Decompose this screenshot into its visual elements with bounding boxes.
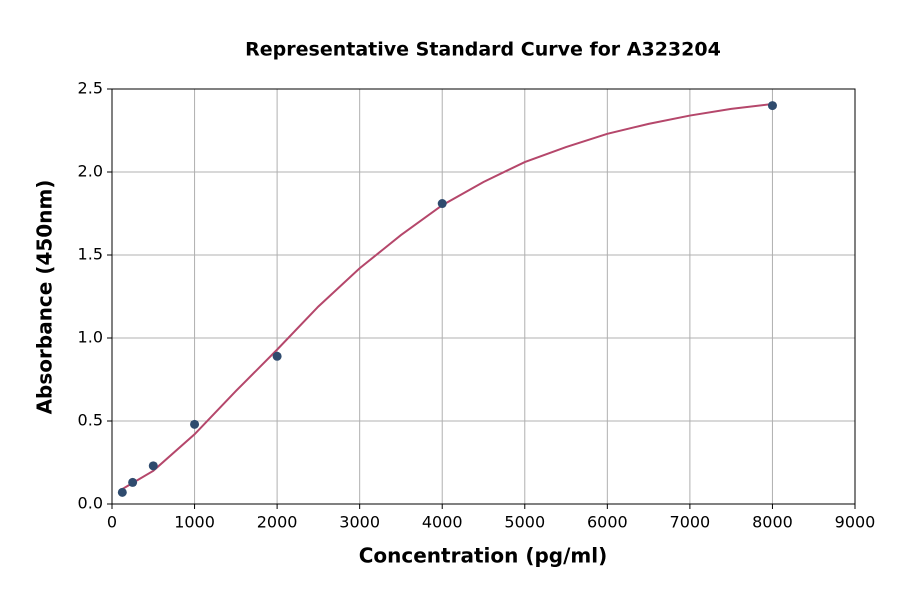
- grid: 0.0 0.5 1.0 1.5 2.0 2.5 0 1000 2000 3000 4000 5000 6…: [78, 79, 876, 532]
- y-tick-label: 2.5: [78, 79, 103, 98]
- y-tick-label: 1.0: [78, 328, 103, 347]
- x-tick-label: 2000: [257, 513, 298, 532]
- x-tick-label: 7000: [670, 513, 711, 532]
- y-tick-label: 2.0: [78, 162, 103, 181]
- data-point: [128, 477, 138, 487]
- data-point: [117, 487, 127, 497]
- x-tick-label: 8000: [752, 513, 793, 532]
- data-point: [190, 419, 200, 429]
- x-tick-label: 9000: [835, 513, 876, 532]
- data-point: [767, 101, 777, 111]
- x-tick-label: 5000: [504, 513, 545, 532]
- y-tick-label: 0.0: [78, 494, 103, 513]
- x-tick-label: 6000: [587, 513, 628, 532]
- data-point: [272, 351, 282, 361]
- x-axis-label: Concentration (pg/ml): [359, 544, 608, 568]
- y-axis-label: Absorbance (450nm): [33, 180, 57, 415]
- plot-frame: [111, 88, 856, 505]
- x-tick-label: 4000: [422, 513, 463, 532]
- y-tick-label: 0.5: [78, 411, 103, 430]
- plot: [117, 101, 777, 497]
- data-point: [437, 199, 447, 209]
- x-tick-label: 3000: [339, 513, 380, 532]
- y-tick-label: 1.5: [78, 245, 103, 264]
- chart-title: Representative Standard Curve for A32320…: [245, 39, 721, 61]
- x-tick-label: 0: [107, 513, 117, 532]
- data-point: [148, 461, 158, 471]
- fit-curve: [121, 102, 773, 490]
- x-tick-label: 1000: [174, 513, 215, 532]
